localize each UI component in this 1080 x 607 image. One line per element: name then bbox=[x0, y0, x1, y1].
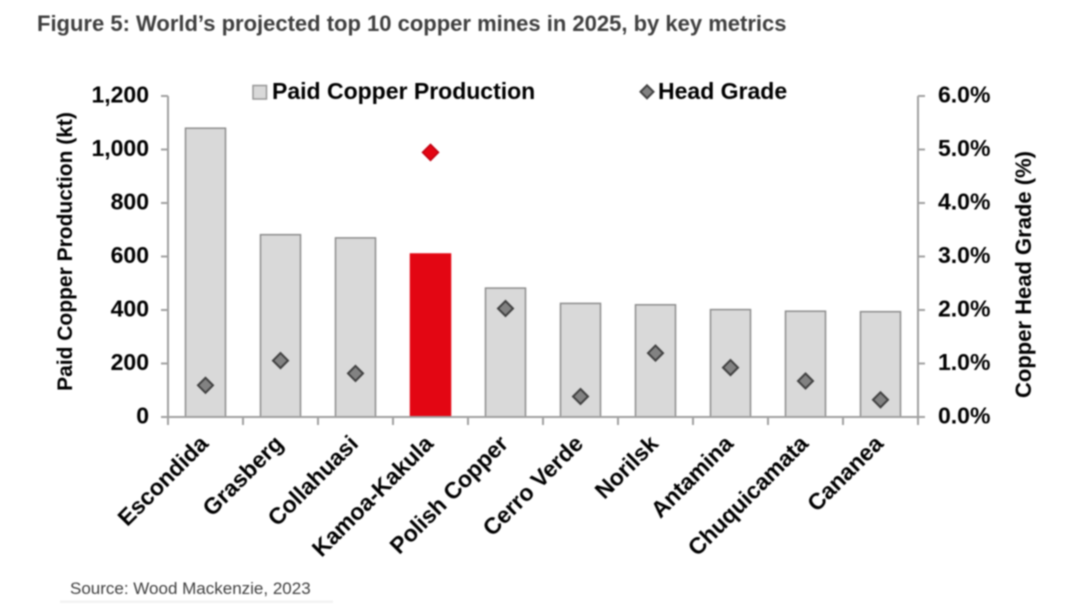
svg-text:Head Grade: Head Grade bbox=[658, 78, 787, 104]
svg-text:400: 400 bbox=[111, 296, 149, 322]
svg-text:1,000: 1,000 bbox=[91, 135, 149, 161]
svg-text:1,200: 1,200 bbox=[91, 82, 149, 108]
svg-text:4.0%: 4.0% bbox=[938, 189, 990, 215]
svg-text:200: 200 bbox=[111, 349, 149, 375]
svg-text:5.0%: 5.0% bbox=[938, 135, 990, 161]
svg-text:Paid Copper Production: Paid Copper Production bbox=[272, 78, 535, 104]
svg-text:600: 600 bbox=[111, 242, 149, 268]
svg-text:6.0%: 6.0% bbox=[938, 82, 990, 108]
svg-text:Figure 5: World’s projected to: Figure 5: World’s projected top 10 coppe… bbox=[37, 11, 786, 36]
svg-text:0.0%: 0.0% bbox=[938, 403, 990, 429]
svg-text:3.0%: 3.0% bbox=[938, 242, 990, 268]
svg-text:Paid Copper Production (kt): Paid Copper Production (kt) bbox=[54, 112, 77, 391]
svg-text:Copper Head Grade (%): Copper Head Grade (%) bbox=[1011, 151, 1036, 398]
svg-text:Source: Wood Mackenzie, 2023: Source: Wood Mackenzie, 2023 bbox=[70, 579, 311, 598]
svg-text:0: 0 bbox=[136, 403, 149, 429]
svg-text:800: 800 bbox=[111, 189, 149, 215]
svg-text:2.0%: 2.0% bbox=[938, 296, 990, 322]
svg-text:1.0%: 1.0% bbox=[938, 349, 990, 375]
